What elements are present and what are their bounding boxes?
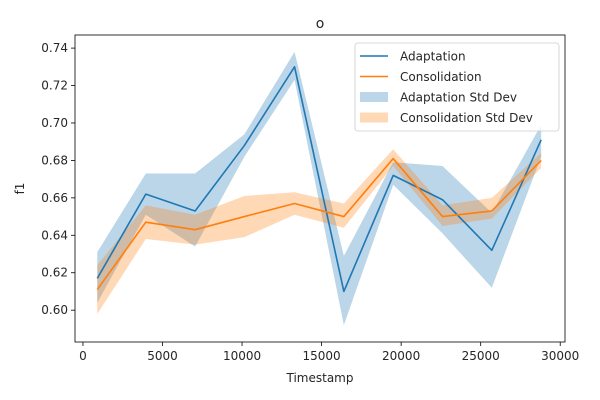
std-dev-bands bbox=[97, 51, 542, 326]
y-axis-label: f1 bbox=[13, 183, 27, 195]
y-tick-label: 0.68 bbox=[41, 153, 68, 167]
legend: Adaptation Consolidation Adaptation Std De… bbox=[354, 42, 560, 132]
legend-label: Consolidation Std Dev bbox=[400, 111, 533, 125]
y-tick-label: 0.62 bbox=[41, 266, 68, 280]
legend-label: Adaptation bbox=[400, 50, 466, 64]
y-tick-label: 0.64 bbox=[41, 228, 68, 242]
y-tick-label: 0.74 bbox=[41, 41, 68, 55]
band-consolidation bbox=[97, 149, 542, 314]
x-axis-ticks: 0 5000 10000 15000 20000 25000 30000 bbox=[79, 342, 579, 363]
line-consolidation bbox=[96, 157, 542, 291]
y-tick-label: 0.66 bbox=[41, 191, 68, 205]
legend-box bbox=[354, 42, 560, 132]
x-tick-label: 5000 bbox=[147, 349, 178, 363]
y-tick-label: 0.60 bbox=[41, 303, 68, 317]
legend-label: Consolidation bbox=[400, 70, 482, 84]
x-tick-label: 15000 bbox=[302, 349, 340, 363]
x-tick-label: 10000 bbox=[223, 349, 261, 363]
x-tick-label: 0 bbox=[79, 349, 87, 363]
y-axis-ticks: 0.60 0.62 0.64 0.66 0.68 0.70 0.72 0.74 bbox=[41, 41, 75, 317]
chart-title: o bbox=[316, 16, 325, 32]
series-lines bbox=[96, 66, 542, 293]
x-tick-label: 25000 bbox=[462, 349, 500, 363]
x-tick-label: 30000 bbox=[541, 349, 579, 363]
legend-patch-adaptation-std-dev bbox=[360, 92, 388, 102]
y-tick-label: 0.70 bbox=[41, 116, 68, 130]
x-tick-label: 20000 bbox=[382, 349, 420, 363]
band-adaptation bbox=[97, 51, 542, 326]
plot-frame bbox=[74, 34, 566, 343]
line-adaptation bbox=[96, 66, 542, 293]
x-axis-label: Timestamp bbox=[286, 371, 354, 385]
y-tick-label: 0.72 bbox=[41, 79, 68, 93]
legend-patch-consolidation-std-dev bbox=[360, 112, 388, 123]
legend-label: Adaptation Std Dev bbox=[400, 91, 517, 105]
